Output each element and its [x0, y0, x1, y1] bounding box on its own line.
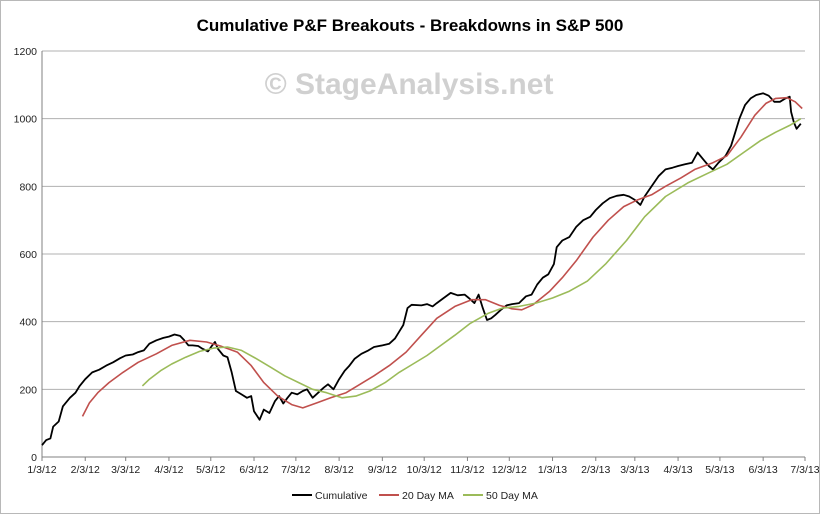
x-tick-label: 11/3/12: [450, 464, 484, 476]
legend-label: Cumulative: [315, 490, 368, 502]
axes: 0 200 400 600 800 1000 1200 1/3/12 2/3/12 3/3/12 4…: [14, 46, 820, 476]
x-tick-label: 7/3/13: [790, 464, 819, 476]
x-tick-label: 2/3/12: [71, 464, 100, 476]
x-tick-label: 9/3/12: [368, 464, 397, 476]
x-tick-label: 3/3/12: [111, 464, 140, 476]
x-tick-label: 8/3/12: [325, 464, 354, 476]
legend-label: 50 Day MA: [486, 490, 538, 502]
x-tick-label: 12/3/12: [492, 464, 527, 476]
series-line-20-day-ma: [81, 96, 803, 417]
x-tick-label: 5/3/12: [196, 464, 225, 476]
x-tick-label: 6/3/12: [239, 464, 268, 476]
x-tick-label: 6/3/13: [749, 464, 778, 476]
y-tick-label: 0: [31, 452, 37, 464]
x-tick-label: 7/3/12: [281, 464, 310, 476]
legend: Cumulative 20 Day MA 50 Day MA: [292, 490, 538, 502]
series-lines: [41, 92, 803, 446]
x-tick-label: 10/3/12: [407, 464, 442, 476]
x-tick-label: 3/3/13: [620, 464, 649, 476]
x-tick-label: 1/3/13: [538, 464, 567, 476]
x-tick-label: 4/3/12: [154, 464, 183, 476]
legend-label: 20 Day MA: [402, 490, 454, 502]
y-tick-label: 800: [19, 181, 37, 193]
x-tick-label: 1/3/12: [27, 464, 56, 476]
x-tick-label: 4/3/13: [663, 464, 692, 476]
series-line-50-day-ma: [141, 118, 802, 399]
series-line-cumulative: [41, 92, 802, 446]
y-tick-label: 200: [19, 384, 37, 396]
y-tick-label: 1200: [14, 46, 38, 58]
gridlines: [42, 50, 805, 390]
y-tick-label: 600: [19, 249, 37, 261]
chart-title: Cumulative P&F Breakouts - Breakdowns in…: [197, 16, 624, 35]
y-tick-label: 400: [19, 317, 37, 329]
x-tick-label: 2/3/13: [581, 464, 610, 476]
watermark-text: © StageAnalysis.net: [265, 68, 554, 101]
x-tick-label: 5/3/13: [705, 464, 734, 476]
y-tick-label: 1000: [14, 114, 38, 126]
